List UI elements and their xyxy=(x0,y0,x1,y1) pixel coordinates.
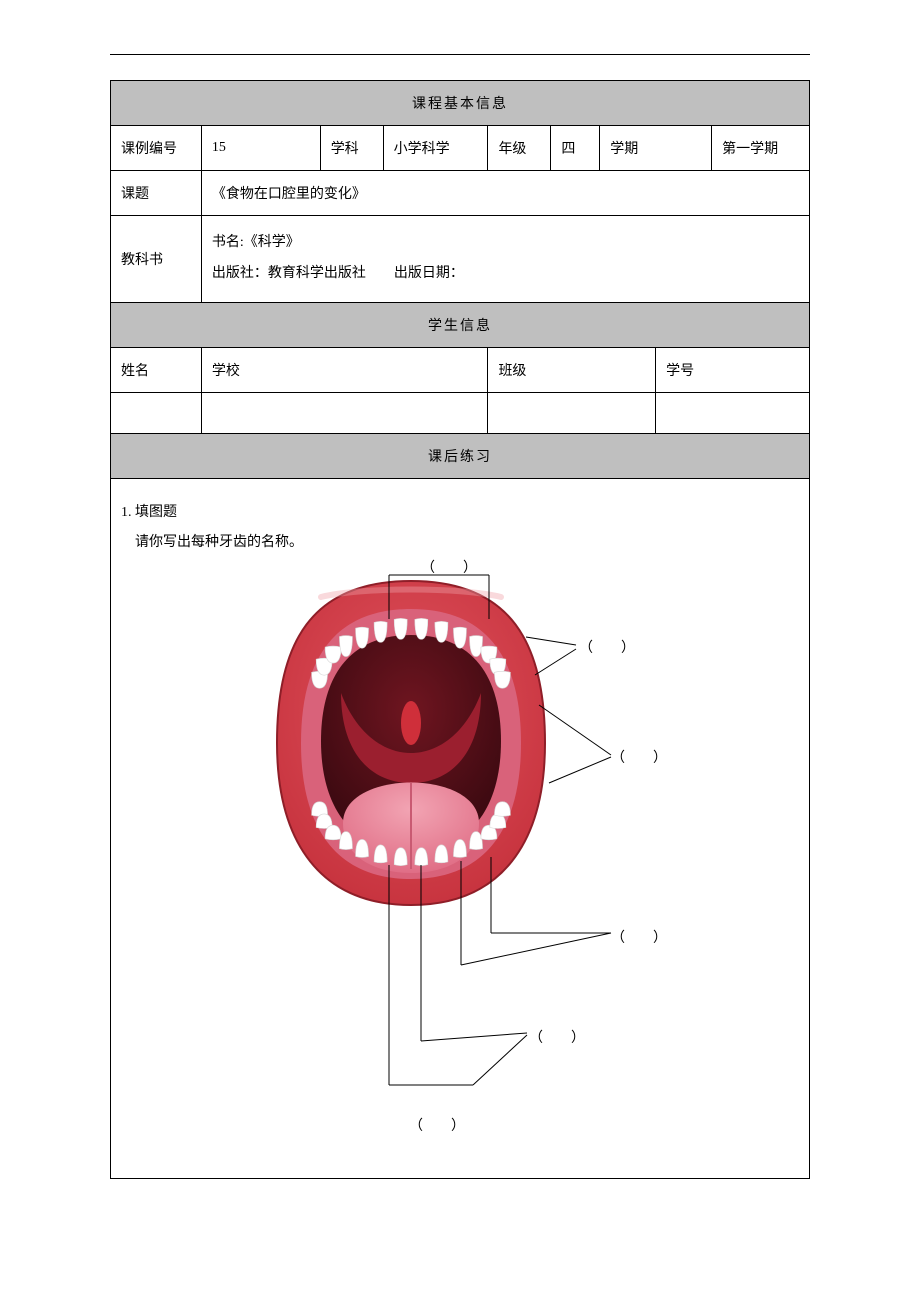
teeth-diagram: （ ） （ ） （ ） （ ） （ ） （ ） xyxy=(121,557,799,1157)
student-school-label: 学校 xyxy=(201,347,488,392)
student-class-input[interactable] xyxy=(488,392,656,433)
top-rule xyxy=(110,54,810,55)
exercise-q1-title: 1. 填图题 xyxy=(121,501,799,521)
grade-label: 年级 xyxy=(488,126,551,171)
textbook-value: 书名:《科学》 出版社：教育科学出版社 出版日期： xyxy=(201,216,809,303)
section-course-info: 课程基本信息 xyxy=(111,81,810,126)
case-id-label: 课例编号 xyxy=(111,126,202,171)
exercise-q1-instruction: 请你写出每种牙齿的名称。 xyxy=(135,531,799,551)
blank-top[interactable]: （ ） xyxy=(421,557,477,577)
student-id-label: 学号 xyxy=(656,347,810,392)
blank-right-upper[interactable]: （ ） xyxy=(579,637,635,657)
grade-value: 四 xyxy=(551,126,600,171)
section-exercise: 课后练习 xyxy=(111,433,810,478)
student-class-label: 班级 xyxy=(488,347,656,392)
worksheet-table: 课程基本信息 课例编号 15 学科 小学科学 年级 四 学期 第一学期 课题 《… xyxy=(110,80,810,1179)
student-school-input[interactable] xyxy=(201,392,488,433)
student-name-input[interactable] xyxy=(111,392,202,433)
blank-bottom-right[interactable]: （ ） xyxy=(529,1027,585,1047)
topic-value: 《食物在口腔里的变化》 xyxy=(201,171,809,216)
subject-value: 小学科学 xyxy=(383,126,488,171)
blank-right-lower[interactable]: （ ） xyxy=(611,927,667,947)
section-student-info: 学生信息 xyxy=(111,302,810,347)
blank-bottom-center[interactable]: （ ） xyxy=(409,1115,465,1135)
student-name-label: 姓名 xyxy=(111,347,202,392)
textbook-label: 教科书 xyxy=(111,216,202,303)
student-id-input[interactable] xyxy=(656,392,810,433)
worksheet-page: 课程基本信息 课例编号 15 学科 小学科学 年级 四 学期 第一学期 课题 《… xyxy=(0,0,920,1302)
mouth-illustration xyxy=(271,573,551,913)
exercise-cell: 1. 填图题 请你写出每种牙齿的名称。 xyxy=(111,478,810,1178)
term-value: 第一学期 xyxy=(712,126,810,171)
blank-right-mid[interactable]: （ ） xyxy=(611,747,667,767)
case-id-value: 15 xyxy=(201,126,320,171)
subject-label: 学科 xyxy=(320,126,383,171)
term-label: 学期 xyxy=(600,126,712,171)
topic-label: 课题 xyxy=(111,171,202,216)
